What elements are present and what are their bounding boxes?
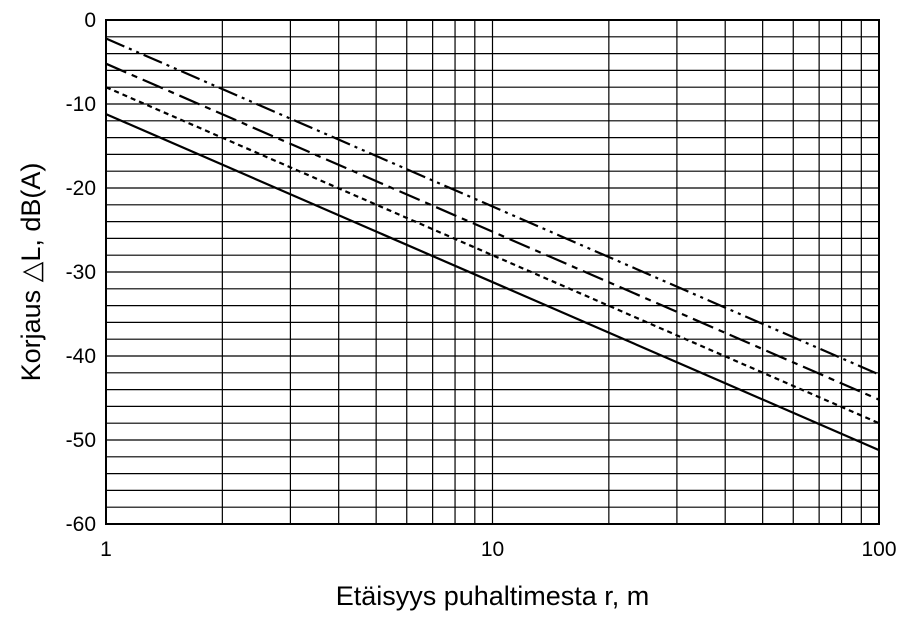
x-tick-label: 1 — [100, 538, 112, 561]
y-tick-label: -10 — [66, 93, 96, 116]
y-tick-label: 0 — [84, 9, 96, 32]
y-tick-label: -50 — [66, 429, 96, 452]
x-tick-label: 100 — [861, 538, 896, 561]
y-tick-label: -20 — [66, 177, 96, 200]
y-axis-label: Korjaus △L, dB(A) — [16, 163, 46, 382]
series-line-short-dash — [105, 86, 880, 425]
plot-frame — [105, 19, 880, 525]
x-tick-label: 10 — [481, 538, 504, 561]
series-lines — [105, 37, 880, 452]
grid — [106, 20, 879, 524]
y-tick-label: -40 — [66, 345, 96, 368]
tick-labels: 1 10 100 0 -10 -20 -30 -40 -50 -60 — [66, 9, 897, 561]
series-line-dash-dot-dot — [105, 37, 880, 376]
series-line-long-dash — [105, 62, 880, 401]
series-line-solid — [105, 113, 880, 452]
y-tick-label: -60 — [66, 513, 96, 536]
y-tick-label: -30 — [66, 261, 96, 284]
x-axis-label: Etäisyys puhaltimesta r, m — [336, 581, 650, 611]
